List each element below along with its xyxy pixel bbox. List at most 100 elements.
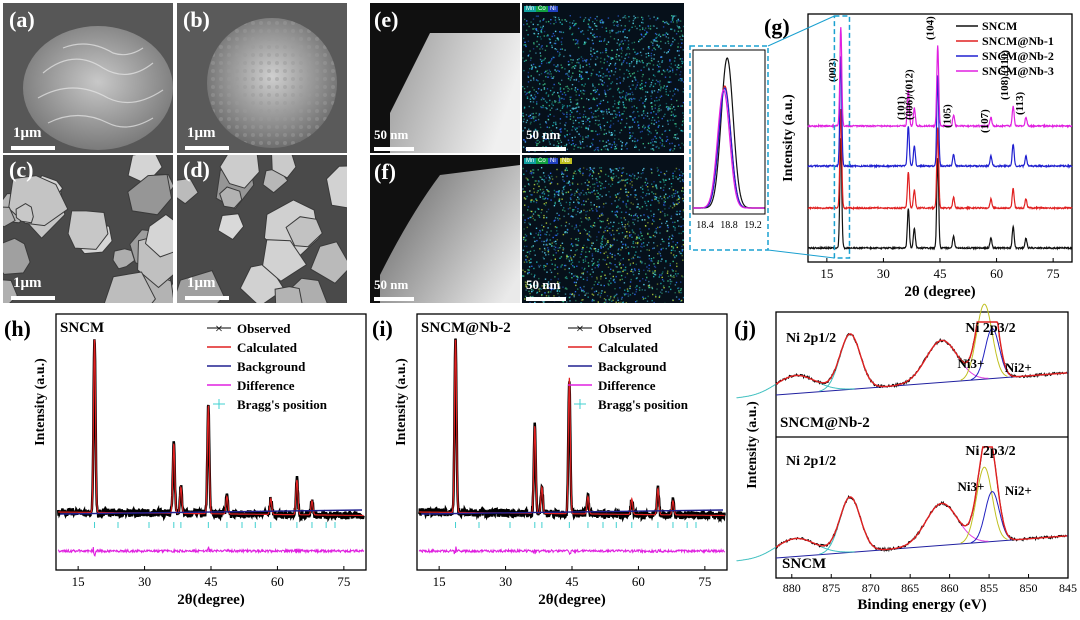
- eds-dot: [539, 229, 541, 232]
- eds-dot: [675, 115, 677, 117]
- eds-dot: [597, 250, 599, 253]
- eds-dot: [619, 114, 621, 116]
- eds-dot: [624, 185, 626, 187]
- eds-dot: [541, 224, 543, 226]
- eds-dot: [678, 27, 680, 29]
- eds-dot: [650, 236, 652, 239]
- eds-dot: [602, 220, 604, 223]
- eds-dot: [585, 71, 587, 73]
- eds-dot: [587, 78, 590, 80]
- eds-dot: [544, 249, 546, 251]
- eds-dot: [675, 213, 677, 215]
- eds-dot: [536, 143, 538, 145]
- eds-dot: [596, 276, 598, 279]
- inset-tick-label: 19.2: [744, 220, 762, 231]
- eds-dot: [526, 245, 528, 248]
- eds-dot: [611, 70, 613, 72]
- eds-dot: [571, 293, 573, 296]
- eds-dot: [572, 107, 574, 109]
- eds-dot: [526, 195, 528, 198]
- eds-dot: [623, 73, 625, 75]
- eds-dot: [682, 210, 684, 213]
- eds-dot: [583, 244, 585, 247]
- eds-dot: [565, 167, 568, 169]
- eds-dot: [550, 278, 552, 281]
- eds-dot: [587, 296, 589, 298]
- eds-dot: [592, 113, 595, 115]
- eds-dot: [561, 198, 563, 200]
- eds-dot: [613, 280, 615, 282]
- eds-dot: [573, 67, 576, 69]
- eds-dot: [569, 79, 572, 81]
- eds-dot: [673, 195, 676, 197]
- eds-dot: [554, 249, 557, 251]
- eds-dot: [543, 98, 545, 100]
- eds-dot: [592, 271, 594, 273]
- eds-dot: [545, 122, 548, 124]
- eds-dot: [631, 135, 633, 137]
- eds-dot: [530, 57, 532, 59]
- sem-image-a: [23, 26, 173, 150]
- eds-dot: [603, 58, 606, 60]
- eds-dot: [664, 204, 666, 207]
- eds-dot: [592, 42, 594, 45]
- eds-dot: [602, 76, 604, 78]
- eds-dot: [523, 236, 525, 239]
- eds-dot: [666, 21, 668, 24]
- eds-dot: [667, 42, 670, 45]
- eds-dot: [641, 114, 643, 116]
- eds-dot: [586, 193, 588, 196]
- eds-dot: [606, 68, 608, 70]
- eds-dot: [559, 31, 561, 33]
- eds-dot: [537, 142, 540, 145]
- eds-dot: [668, 244, 670, 246]
- eds-dot: [555, 240, 557, 243]
- eds-dot: [642, 296, 644, 298]
- eds-dot: [525, 284, 527, 286]
- eds-dot: [650, 98, 653, 100]
- eds-dot: [530, 233, 532, 235]
- eds-dot: [641, 27, 644, 29]
- eds-dot: [588, 234, 590, 236]
- eds-dot: [648, 78, 650, 80]
- eds-dot: [546, 45, 548, 47]
- eds-dot: [566, 105, 569, 107]
- eds-dot: [634, 98, 636, 100]
- panel-label: (i): [372, 316, 393, 341]
- x-tick-label: 880: [783, 581, 801, 595]
- eds-dot: [654, 75, 656, 78]
- eds-dot: [595, 177, 597, 180]
- eds-dot: [616, 168, 618, 170]
- eds-dot: [622, 167, 624, 169]
- eds-dot: [565, 122, 567, 124]
- eds-dot: [588, 25, 590, 27]
- eds-dot: [533, 116, 535, 118]
- eds-dot: [654, 274, 657, 276]
- eds-dot: [651, 199, 653, 201]
- eds-dot: [587, 127, 589, 129]
- eds-dot: [624, 39, 626, 42]
- eds-dot: [622, 257, 624, 260]
- eds-dot: [592, 130, 594, 132]
- eds-dot: [531, 246, 533, 248]
- eds-dot: [582, 261, 585, 263]
- eds-dot: [583, 268, 585, 271]
- eds-dot: [541, 48, 544, 50]
- eds-dot: [645, 179, 648, 181]
- eds-dot: [665, 170, 668, 172]
- eds-dot: [568, 267, 570, 270]
- eds-dot: [610, 234, 612, 236]
- eds-dot: [604, 187, 606, 189]
- eds-dot: [583, 209, 585, 211]
- eds-dot: [527, 206, 530, 208]
- eds-dot: [651, 108, 653, 110]
- eds-dot: [669, 59, 671, 61]
- eds-dot: [571, 84, 574, 86]
- eds-dot: [538, 216, 541, 218]
- eds-dot: [536, 291, 539, 294]
- x-tick-label: 870: [862, 581, 880, 595]
- eds-dot: [525, 45, 527, 48]
- eds-dot: [647, 285, 650, 287]
- eds-dot: [575, 299, 577, 302]
- eds-dot: [549, 70, 551, 73]
